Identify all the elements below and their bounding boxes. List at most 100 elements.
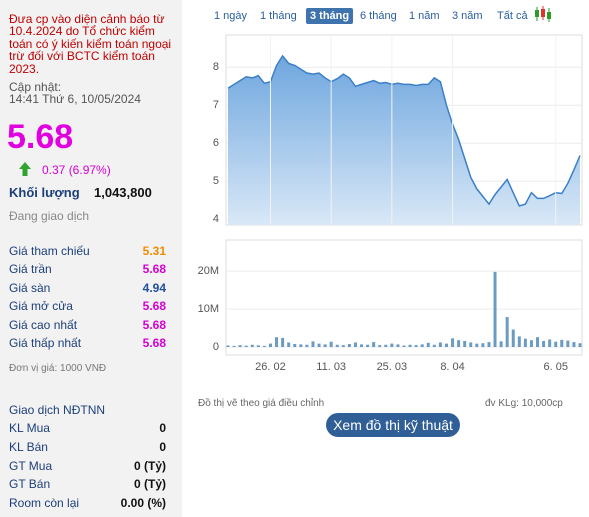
price-line xyxy=(227,54,581,207)
x-tick-label: 8. 04 xyxy=(440,361,464,373)
volume-bar xyxy=(426,342,430,348)
volume-bar xyxy=(293,343,297,348)
row-label: Giá cao nhất xyxy=(9,318,78,332)
row-label: Giá tham chiếu xyxy=(9,244,90,258)
volume-bar xyxy=(268,343,272,348)
volume-bar xyxy=(511,329,515,348)
x-tick-label: 26. 02 xyxy=(255,361,286,373)
volume-bar xyxy=(517,336,521,348)
volume-bar xyxy=(566,340,570,348)
volume-bar xyxy=(287,342,291,348)
volume-bar xyxy=(475,343,479,348)
y-tick-label: 10M xyxy=(198,303,219,315)
foreign-value: 0 xyxy=(159,421,166,435)
y-tick-label: 4 xyxy=(213,213,219,225)
volume-bar xyxy=(335,344,339,348)
volume-bar xyxy=(444,343,448,348)
up-arrow xyxy=(19,162,31,176)
volume-bar xyxy=(341,345,345,348)
tech-chart-button[interactable]: Xem đồ thị kỹ thuật xyxy=(326,413,460,437)
status: Đang giao dịch xyxy=(9,209,90,223)
volume-bar xyxy=(578,343,582,348)
foreign-value: 0 (Tỷ) xyxy=(133,477,166,491)
x-tick-label: 25. 03 xyxy=(377,361,408,373)
volume-bar xyxy=(402,345,406,348)
candle-icon[interactable] xyxy=(534,5,552,23)
volume-bar xyxy=(299,344,303,348)
volume-bar xyxy=(250,344,254,348)
y-tick-label: 0 xyxy=(213,341,219,353)
y-tick-label: 7 xyxy=(213,99,219,111)
chart: 4 5 6 7 8 0 10M 20M 26. 02 11. 03 25. 03 8. 04 6. 05 xyxy=(198,34,583,373)
volume-bar xyxy=(305,344,309,348)
row-value: 5.68 xyxy=(142,299,166,313)
volume-bar xyxy=(238,345,242,348)
volume-bar xyxy=(432,344,436,348)
row-label: Giá mở cửa xyxy=(9,299,73,313)
row-label: Giá thấp nhất xyxy=(9,336,82,350)
area-fill xyxy=(228,55,580,226)
volume-bar xyxy=(396,344,400,348)
range-tab[interactable]: 6 tháng xyxy=(360,10,397,22)
volume: 1,043,800 xyxy=(94,185,152,200)
volume-bar xyxy=(372,342,376,348)
foreign-label: GT Mua xyxy=(9,459,53,473)
range-tab[interactable]: 3 năm xyxy=(452,10,483,22)
plot-frame xyxy=(225,239,583,356)
foreign-label: KL Bán xyxy=(9,440,48,454)
volume-bar xyxy=(384,344,388,348)
volume-bar xyxy=(493,271,497,348)
volume-bar xyxy=(529,340,533,348)
row-label: Giá sàn xyxy=(9,281,51,295)
x-tick-label: 6. 05 xyxy=(543,361,567,373)
volume-bar xyxy=(554,341,558,348)
foreign-value: 0.00 (%) xyxy=(120,496,166,510)
updated-time: 14:41 Thứ 6, 10/05/2024 xyxy=(9,92,141,106)
y-tick-label: 6 xyxy=(213,137,219,149)
change: 0.37 (6.97%) xyxy=(42,163,111,177)
volume-bar xyxy=(542,340,546,348)
volume-bar xyxy=(457,340,461,348)
volume-bar xyxy=(469,342,473,348)
range-tab[interactable]: 3 tháng xyxy=(306,8,354,24)
volume-bar xyxy=(560,339,564,348)
row-value: 4.94 xyxy=(142,281,166,295)
volume-bar xyxy=(548,339,552,348)
volume-bar xyxy=(366,344,370,348)
range-tab[interactable]: Tất cả xyxy=(497,10,528,22)
foreign-value: 0 xyxy=(159,440,166,454)
volume-bar xyxy=(311,341,315,348)
volume-bar xyxy=(420,344,424,348)
range-tab[interactable]: 1 năm xyxy=(409,10,440,22)
row-value: 5.68 xyxy=(142,318,166,332)
volume-bar xyxy=(378,345,382,348)
row-value: 5.68 xyxy=(142,336,166,350)
warning: Đưa cp vào diện cảnh báo từ 10.4.2024 do… xyxy=(9,12,172,76)
foreign-value: 0 (Tỷ) xyxy=(133,459,166,473)
footnote-right: đv KLg: 10,000cp xyxy=(485,398,563,409)
range-tab[interactable]: 1 ngày xyxy=(214,10,248,22)
row-label: Giá trần xyxy=(9,262,52,276)
volume-bar xyxy=(226,345,230,348)
volume-bar xyxy=(281,337,285,348)
volume-bar xyxy=(329,341,333,348)
volume-bar xyxy=(505,317,509,348)
volume-bar xyxy=(347,343,351,348)
volume-bar xyxy=(523,338,527,348)
y-tick-label: 20M xyxy=(198,265,219,277)
volume-bar xyxy=(438,342,442,348)
volume-bar xyxy=(414,345,418,348)
volume-bar xyxy=(463,340,467,348)
foreign-label: GT Bán xyxy=(9,477,51,491)
range-tab[interactable]: 1 tháng xyxy=(260,10,297,22)
y-tick-label: 5 xyxy=(213,175,219,187)
updated-label: Cập nhật: xyxy=(9,80,62,94)
info-panel: Đưa cp vào diện cảnh báo từ 10.4.2024 do… xyxy=(0,0,182,517)
volume-bar xyxy=(487,342,491,348)
volume-bar xyxy=(232,345,236,348)
volume-bar xyxy=(360,344,364,348)
foreign-label: KL Mua xyxy=(9,421,50,435)
volume-label: Khối lượng xyxy=(9,185,80,200)
foreign-label: Room còn lại xyxy=(9,496,80,510)
